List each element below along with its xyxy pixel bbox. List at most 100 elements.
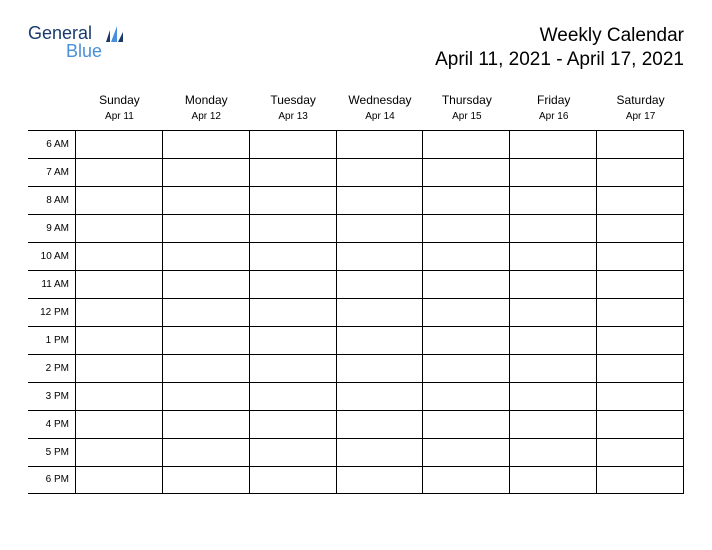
calendar-cell [337,270,424,298]
calendar-cell [337,298,424,326]
calendar-cell [597,410,684,438]
calendar-cell [597,130,684,158]
calendar-cell [250,270,337,298]
calendar-cell [510,186,597,214]
calendar-cell [76,354,163,382]
calendar-cell [423,410,510,438]
calendar-cell [250,186,337,214]
calendar-cell [76,270,163,298]
calendar-cell [337,158,424,186]
calendar-cell [337,354,424,382]
calendar-cell [510,298,597,326]
calendar-cell [337,214,424,242]
calendar-cell [163,130,250,158]
calendar-cell [510,466,597,494]
calendar-cell [250,298,337,326]
calendar-cell [163,298,250,326]
day-name: Monday [163,93,250,107]
calendar-cell [423,298,510,326]
calendar-cell [163,186,250,214]
calendar-cell [163,466,250,494]
calendar-cell [337,326,424,354]
calendar-cell [597,270,684,298]
calendar-cell [76,130,163,158]
calendar-cell [250,354,337,382]
date-range: April 11, 2021 - April 17, 2021 [435,49,684,71]
time-label: 3 PM [28,382,76,410]
time-label: 6 PM [28,466,76,494]
calendar-cell [597,466,684,494]
calendar-cell [76,382,163,410]
calendar-cell [76,158,163,186]
day-header: ThursdayApr 15 [423,89,510,130]
time-label: 10 AM [28,242,76,270]
calendar-cell [250,410,337,438]
day-name: Friday [510,93,597,107]
calendar-cell [250,438,337,466]
day-header: Wednesday Apr 14 [337,89,424,130]
time-label: 4 PM [28,410,76,438]
calendar-cell [337,186,424,214]
calendar-cell [423,214,510,242]
time-label: 1 PM [28,326,76,354]
calendar-cell [423,354,510,382]
calendar-cell [510,438,597,466]
page-title: Weekly Calendar [435,24,684,49]
calendar-cell [597,242,684,270]
day-date: Apr 11 [76,111,163,122]
calendar-cell [337,382,424,410]
calendar-cell [250,214,337,242]
logo-bars-icon [106,26,126,47]
calendar-cell [337,242,424,270]
calendar-cell [163,242,250,270]
calendar-cell [76,326,163,354]
calendar-cell [510,158,597,186]
calendar-cell [163,410,250,438]
logo-text-general: General [28,23,92,43]
day-date: Apr 15 [423,111,510,122]
day-header: FridayApr 16 [510,89,597,130]
day-name: Wednesday [337,93,424,107]
time-label: 7 AM [28,158,76,186]
grid-corner [28,89,76,130]
calendar-cell [597,214,684,242]
calendar-cell [423,466,510,494]
calendar-cell [250,326,337,354]
calendar-cell [510,130,597,158]
calendar-cell [423,270,510,298]
title-block: Weekly Calendar April 11, 2021 - April 1… [435,24,684,71]
calendar-cell [337,130,424,158]
calendar-cell [423,438,510,466]
calendar-cell [76,242,163,270]
calendar-cell [423,186,510,214]
calendar-cell [250,130,337,158]
calendar-cell [510,382,597,410]
calendar-cell [597,158,684,186]
day-date: Apr 12 [163,111,250,122]
calendar-cell [510,410,597,438]
time-label: 8 AM [28,186,76,214]
time-label: 11 AM [28,270,76,298]
day-header: TuesdayApr 13 [250,89,337,130]
calendar-cell [163,326,250,354]
calendar-cell [423,382,510,410]
day-name: Sunday [76,93,163,107]
calendar-cell [250,382,337,410]
day-header: Monday Apr 12 [163,89,250,130]
time-label: 2 PM [28,354,76,382]
time-label: 9 AM [28,214,76,242]
day-name: Tuesday [250,93,337,107]
calendar-cell [163,270,250,298]
calendar-cell [250,466,337,494]
calendar-cell [597,354,684,382]
time-label: 6 AM [28,130,76,158]
calendar-cell [510,354,597,382]
calendar-cell [163,214,250,242]
calendar-cell [337,410,424,438]
calendar-cell [76,298,163,326]
calendar-cell [163,438,250,466]
calendar-cell [76,186,163,214]
time-label: 5 PM [28,438,76,466]
day-date: Apr 14 [337,111,424,122]
day-date: Apr 17 [597,111,684,122]
